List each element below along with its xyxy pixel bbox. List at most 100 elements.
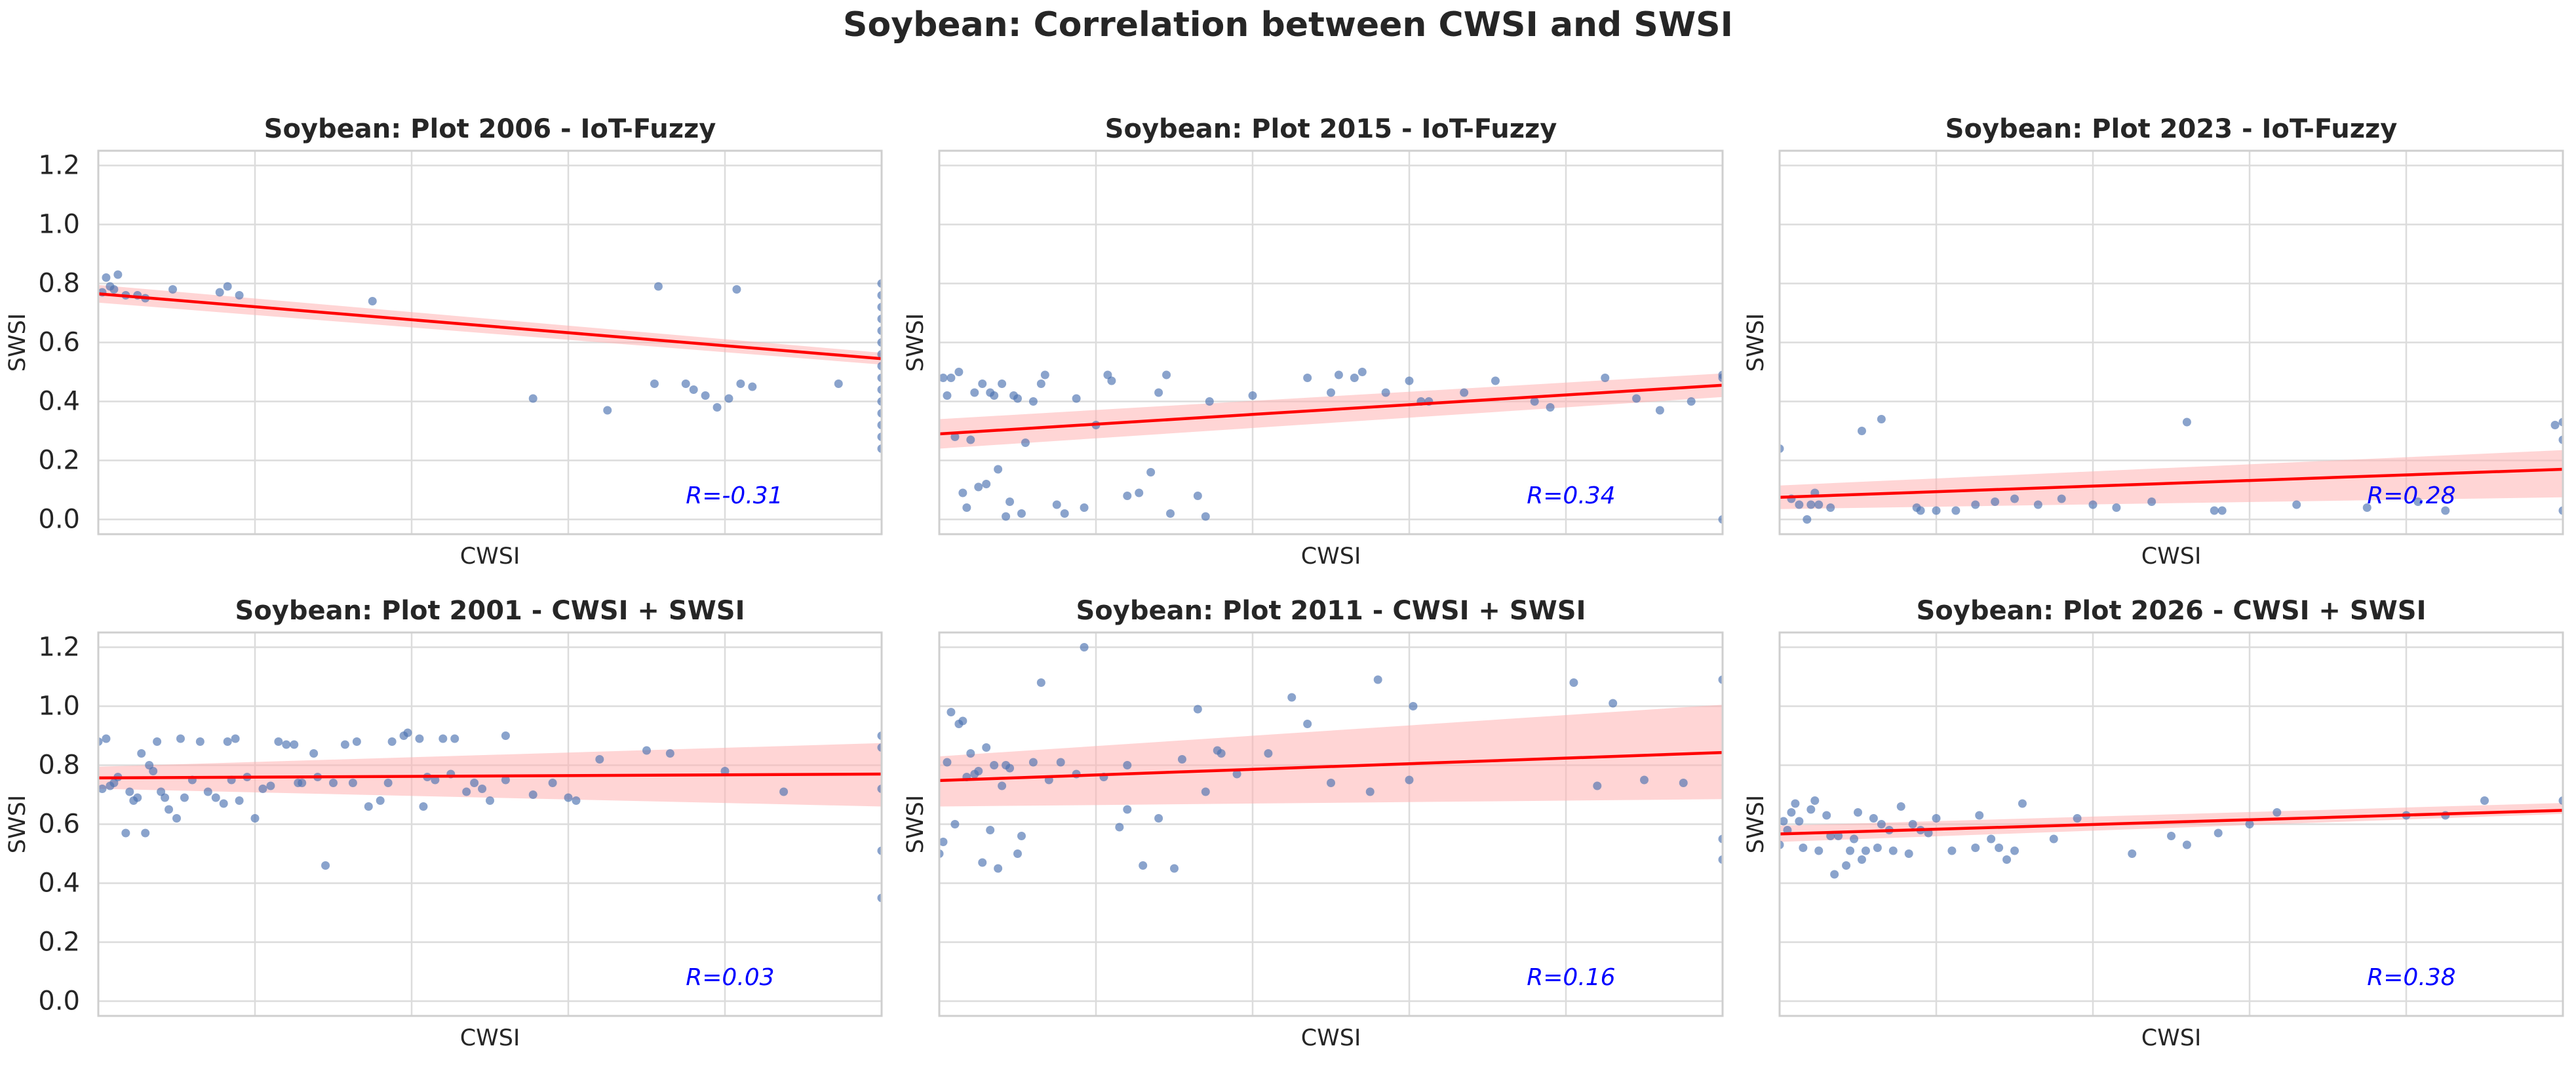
data-point xyxy=(1877,820,1886,828)
data-point xyxy=(1357,368,1367,376)
data-point xyxy=(1987,834,1996,844)
data-point xyxy=(1904,849,1913,858)
data-point xyxy=(102,734,111,743)
data-point xyxy=(450,734,459,743)
data-point xyxy=(1013,394,1022,403)
data-point xyxy=(1170,864,1179,873)
data-point xyxy=(1780,840,1784,849)
data-point xyxy=(1718,834,1723,844)
data-point xyxy=(2558,506,2563,515)
data-point xyxy=(478,785,487,793)
regression-line xyxy=(1780,467,2563,499)
data-point xyxy=(1017,509,1026,518)
data-point xyxy=(982,480,991,488)
correlation-annotation: R=0.34 xyxy=(1527,482,1615,509)
y-tick-label: 0.0 xyxy=(38,505,80,535)
x-axis-label: CWSI xyxy=(2141,1025,2202,1051)
correlation-annotation: R=0.03 xyxy=(686,964,774,991)
data-point xyxy=(2245,820,2254,828)
data-point xyxy=(172,814,181,823)
y-tick-label: 0.0 xyxy=(38,986,80,1017)
data-point xyxy=(654,282,663,291)
data-point xyxy=(939,838,948,846)
data-point xyxy=(1995,844,2004,852)
data-point xyxy=(1036,678,1045,687)
plot-frame xyxy=(938,631,1724,1017)
data-point xyxy=(415,734,424,743)
data-point xyxy=(137,749,146,758)
y-axis-label: SWSI xyxy=(1743,313,1769,372)
data-point xyxy=(1327,388,1335,397)
data-point xyxy=(125,787,134,796)
data-point xyxy=(2018,799,2027,808)
data-point xyxy=(834,379,843,388)
data-point xyxy=(1908,820,1917,828)
data-point xyxy=(2558,435,2563,444)
data-point xyxy=(572,796,581,805)
data-point xyxy=(877,409,882,418)
data-point xyxy=(1491,376,1500,385)
data-point xyxy=(211,793,220,802)
data-point xyxy=(153,737,162,746)
data-point xyxy=(877,893,882,903)
data-point xyxy=(309,749,319,758)
subplot-3: R=0.28 Soybean: Plot 2023 - IoT-Fuzzy CWSI… xyxy=(1743,114,2564,570)
data-point xyxy=(176,734,185,743)
data-point xyxy=(564,793,573,802)
data-point xyxy=(1139,861,1148,870)
data-point xyxy=(235,291,244,300)
data-point xyxy=(266,781,275,790)
data-point xyxy=(486,796,494,805)
data-point xyxy=(732,285,741,294)
data-point xyxy=(1162,370,1171,379)
data-point xyxy=(109,285,119,294)
data-point xyxy=(990,391,999,400)
data-point xyxy=(141,828,150,838)
data-point xyxy=(1718,675,1723,684)
x-axis-label: CWSI xyxy=(460,1025,520,1051)
data-point xyxy=(712,403,722,412)
data-point xyxy=(274,737,283,746)
data-point xyxy=(2210,506,2219,515)
data-point xyxy=(2214,828,2223,838)
data-point xyxy=(121,828,130,838)
data-point xyxy=(946,374,956,382)
data-point xyxy=(1632,394,1641,403)
y-axis-label: SWSI xyxy=(5,795,31,853)
data-point xyxy=(1640,775,1649,785)
data-point xyxy=(1975,811,1984,820)
data-point xyxy=(701,391,710,400)
data-point xyxy=(1951,506,1961,515)
data-point xyxy=(1177,755,1186,764)
subplot-1: 0.0 0.2 0.4 0.6 0.8 1.0 1.2 R=-0.31 Soybean: Plo… xyxy=(5,114,883,570)
data-point xyxy=(877,785,882,793)
data-point xyxy=(1013,849,1022,858)
plot-frame xyxy=(97,631,883,1017)
data-point xyxy=(1201,512,1210,521)
data-point xyxy=(877,743,882,752)
data-point xyxy=(939,849,944,858)
correlation-annotation: R=0.38 xyxy=(2367,964,2455,991)
y-axis-label: SWSI xyxy=(5,313,31,372)
data-point xyxy=(195,737,205,746)
data-point xyxy=(1799,844,1808,852)
data-point xyxy=(1080,643,1089,651)
data-point xyxy=(1166,509,1175,518)
y-tick-label: 0.2 xyxy=(38,446,80,476)
data-point xyxy=(1834,832,1843,840)
y-tick-label: 1.2 xyxy=(38,632,80,663)
subplot-title: Soybean: Plot 2011 - CWSI + SWSI xyxy=(1076,596,1586,626)
data-point xyxy=(970,388,979,397)
correlation-annotation: R=0.28 xyxy=(2367,482,2455,509)
data-point xyxy=(98,737,103,746)
data-point xyxy=(2002,855,2012,864)
data-point xyxy=(1822,811,1831,820)
data-point xyxy=(1718,374,1723,382)
data-point xyxy=(877,350,882,359)
x-axis-label: CWSI xyxy=(460,543,520,570)
subplot-4: 0.0 0.2 0.4 0.6 0.8 1.0 1.2 R=0.03 Soybean: Plot… xyxy=(5,596,883,1051)
subplot-title: Soybean: Plot 2006 - IoT-Fuzzy xyxy=(264,114,716,144)
data-point xyxy=(113,270,123,279)
data-point xyxy=(2147,497,2156,506)
data-point xyxy=(470,779,479,787)
